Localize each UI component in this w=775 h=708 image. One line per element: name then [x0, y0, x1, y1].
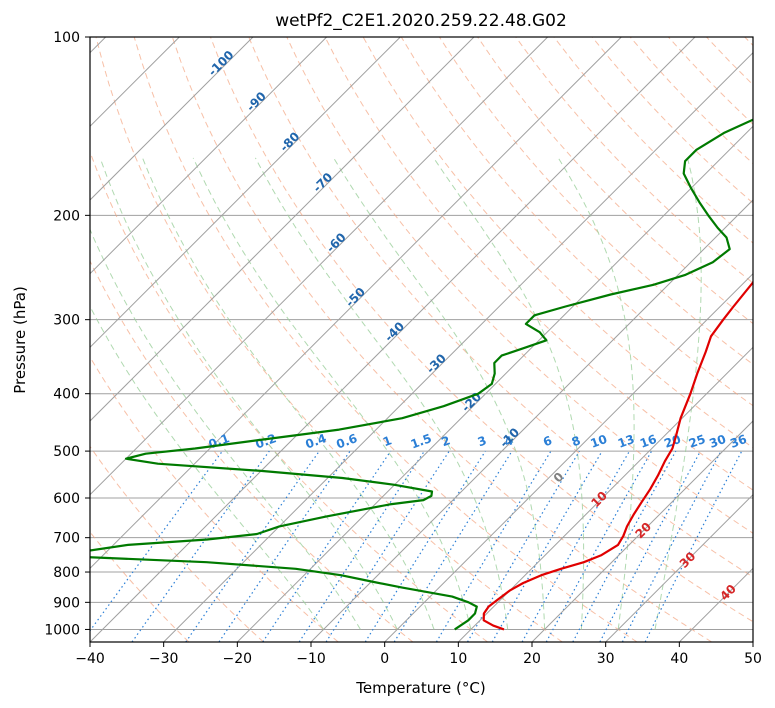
isotherm-line: [90, 37, 254, 201]
y-tick-label: 900: [53, 595, 80, 611]
dry-adiabat-line: [210, 37, 753, 623]
mixing-ratio-label: 10: [589, 432, 609, 451]
y-tick-label: 100: [53, 30, 80, 46]
isotherm-line: [90, 37, 622, 570]
dry-adiabat-line: [95, 37, 563, 642]
x-tick-label: 50: [744, 651, 762, 667]
dry-adiabat-line: [248, 37, 753, 578]
x-tick-label: 20: [523, 651, 541, 667]
dry-adiabat-line: [515, 37, 753, 284]
moist-adiabats-layer: [90, 157, 702, 630]
y-tick-label: 600: [53, 491, 80, 507]
mixing-ratio-line: [298, 450, 425, 642]
mixing-ratio-label: 20: [662, 432, 682, 451]
mixing-ratio-line: [435, 450, 552, 642]
isotherm-line: [90, 37, 549, 496]
mixing-ratio-line: [218, 450, 351, 642]
mixing-ratio-line: [325, 450, 450, 642]
x-tick-label: −30: [149, 651, 179, 667]
mixing-ratio-label: 0.2: [254, 431, 279, 451]
isotherm-line: [752, 641, 753, 642]
mixing-ratio-line: [572, 450, 677, 642]
plot-frame: [89, 36, 754, 643]
x-tick-label: −10: [296, 651, 326, 667]
moist-adiabat-line: [90, 305, 325, 630]
y-axis: 100 200 300 400 500 600 700 800 900 1000: [44, 30, 90, 638]
mixing-ratio-label: 0.4: [304, 431, 329, 451]
y-tick-label: 300: [53, 313, 80, 329]
moist-adiabat-line: [557, 157, 635, 630]
isotherm-line: [90, 37, 328, 275]
mixing-ratio-line: [599, 450, 702, 642]
mixing-ratio-line: [364, 450, 486, 642]
isotherm-line: [90, 37, 401, 349]
y-axis-label: Pressure (hPa): [11, 286, 29, 394]
moist-adiabat-line: [433, 157, 585, 630]
y-tick-label: 700: [53, 531, 80, 547]
x-tick-label: 10: [449, 651, 467, 667]
y-tick-label: 500: [53, 444, 80, 460]
mixing-ratio-label: 1.5: [409, 431, 434, 451]
y-tick-label: 200: [53, 208, 80, 224]
x-tick-label: −20: [223, 651, 253, 667]
moist-adiabat-line: [254, 157, 509, 630]
moist-adiabat-line: [99, 157, 398, 630]
isotherm-line: [605, 493, 753, 642]
isotherm-line: [384, 272, 753, 642]
mixing-ratio-label: 0.6: [334, 431, 359, 451]
isotherm-line: [457, 346, 753, 642]
mixing-ratio-label: 36: [728, 432, 748, 451]
isotherm-line: [236, 125, 753, 642]
x-axis-label: Temperature (°C): [355, 679, 485, 697]
mixing-ratio-label: 25: [687, 432, 707, 451]
isotherm-line: [531, 420, 753, 642]
x-tick-label: 0: [380, 651, 389, 667]
mixing-ratio-label: 13: [616, 432, 636, 451]
mixing-ratio-line: [466, 450, 580, 642]
grid-layer: [90, 37, 753, 630]
x-tick-label: 40: [670, 651, 688, 667]
dry-adiabat-line: [90, 259, 414, 642]
moist-adiabat-line: [192, 157, 472, 630]
y-tick-label: 1000: [44, 622, 80, 638]
x-tick-label: −40: [75, 651, 105, 667]
isotherm-line: [163, 51, 753, 642]
dewpoint-profile-line: [90, 118, 753, 631]
chart-title: wetPf2_C2E1.2020.259.22.48.G02: [275, 11, 567, 31]
dry-adiabat-line: [171, 37, 712, 642]
isotherm-line: [90, 37, 475, 422]
moist-adiabat-line: [90, 228, 361, 630]
mixing-ratio-label: 30: [707, 432, 727, 451]
y-tick-label: 400: [53, 387, 80, 403]
dry-adiabat-line: [324, 37, 753, 491]
temperature-profile-line: [482, 280, 753, 631]
mixing-ratio-line: [262, 450, 392, 642]
moist-adiabat-line: [333, 157, 546, 630]
series-layer: [90, 118, 753, 631]
mixing-ratio-label: 16: [638, 432, 658, 451]
x-axis: −40 −30 −20 −10 0 10 20 30 40 50: [75, 642, 762, 667]
dry-adiabat-line: [90, 445, 264, 642]
dry-adiabat-line: [286, 37, 753, 534]
x-tick-label: 30: [597, 651, 615, 667]
dry-adiabat-line: [133, 37, 638, 642]
y-tick-label: 800: [53, 565, 80, 581]
isotherm-line: [310, 199, 753, 642]
plot-background: [90, 37, 753, 642]
